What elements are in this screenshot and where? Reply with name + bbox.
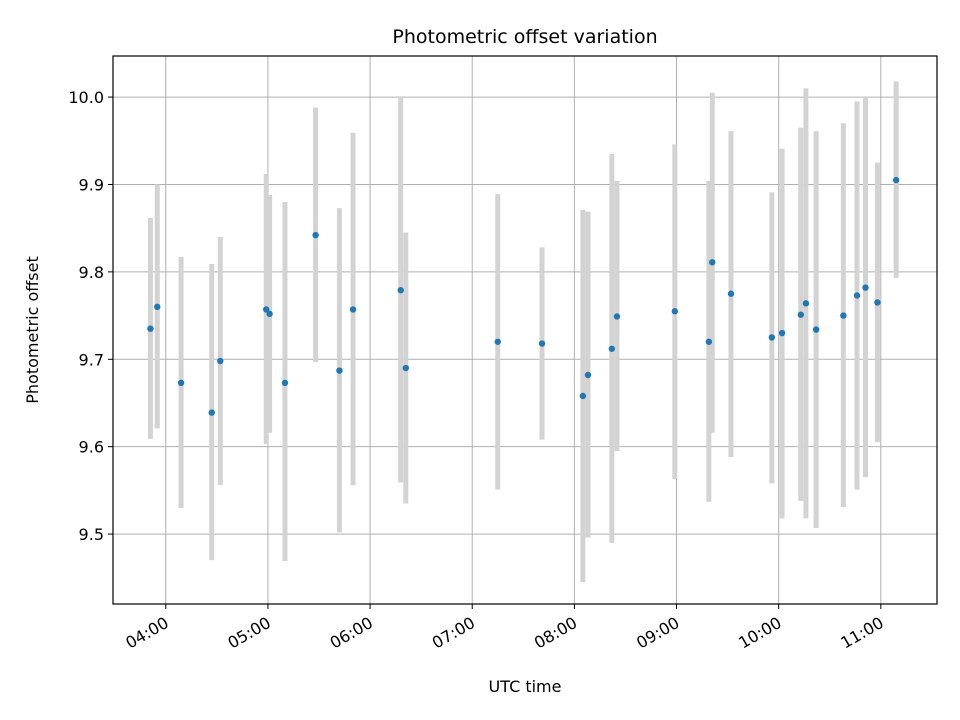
data-points	[147, 176, 900, 416]
x-tick-label: 10:00	[735, 613, 784, 653]
data-point-7	[266, 310, 273, 318]
x-tick-label: 05:00	[224, 613, 273, 653]
x-tick-label: 04:00	[122, 613, 171, 653]
y-tick-label: 10.0	[68, 88, 104, 107]
data-point-25	[778, 329, 786, 337]
y-axis-label: Photometric offset	[23, 256, 42, 404]
data-point-32	[874, 299, 881, 306]
data-point-27	[802, 300, 810, 307]
data-point-26	[797, 311, 805, 318]
data-point-5	[217, 357, 224, 365]
y-tick-label: 9.7	[79, 350, 104, 369]
data-point-1	[147, 325, 154, 332]
data-point-11	[349, 306, 357, 313]
x-axis-label: UTC time	[489, 677, 562, 696]
data-point-24	[768, 334, 776, 341]
data-point-30	[853, 292, 861, 299]
data-point-2	[154, 303, 161, 311]
chart-title: Photometric offset variation	[392, 26, 657, 48]
x-tick-label: 07:00	[429, 613, 478, 653]
x-tick-label: 11:00	[837, 613, 886, 653]
data-point-28	[812, 326, 820, 333]
data-point-6	[263, 306, 270, 313]
y-tick-label: 9.9	[79, 175, 104, 194]
data-point-4	[208, 409, 215, 416]
data-point-31	[862, 284, 869, 291]
data-point-10	[336, 367, 343, 374]
data-point-21	[705, 338, 713, 345]
data-point-16	[579, 392, 587, 400]
data-point-14	[494, 338, 501, 345]
data-point-19	[613, 313, 621, 320]
x-tick-label: 06:00	[327, 613, 376, 653]
data-point-8	[281, 379, 289, 387]
data-point-22	[709, 259, 716, 266]
x-tick-label: 09:00	[633, 613, 682, 653]
x-tick-label: 08:00	[531, 613, 580, 653]
data-point-13	[402, 364, 410, 372]
plot-frame	[112, 55, 938, 605]
data-point-18	[608, 345, 616, 352]
data-point-29	[840, 312, 847, 319]
y-tick-label: 9.5	[79, 525, 104, 544]
data-point-33	[892, 176, 900, 184]
data-point-17	[584, 371, 592, 379]
data-point-3	[177, 379, 185, 387]
data-point-15	[538, 340, 546, 347]
axis-ticks: 04:00 05:00 06:00 07:00 08:00 09:00 10:00 11:00…	[68, 88, 886, 652]
data-point-23	[727, 290, 735, 297]
data-point-12	[397, 287, 404, 294]
data-point-9	[312, 231, 319, 239]
data-point-20	[671, 308, 679, 315]
y-tick-label: 9.6	[79, 438, 104, 457]
y-tick-label: 9.8	[79, 263, 104, 282]
